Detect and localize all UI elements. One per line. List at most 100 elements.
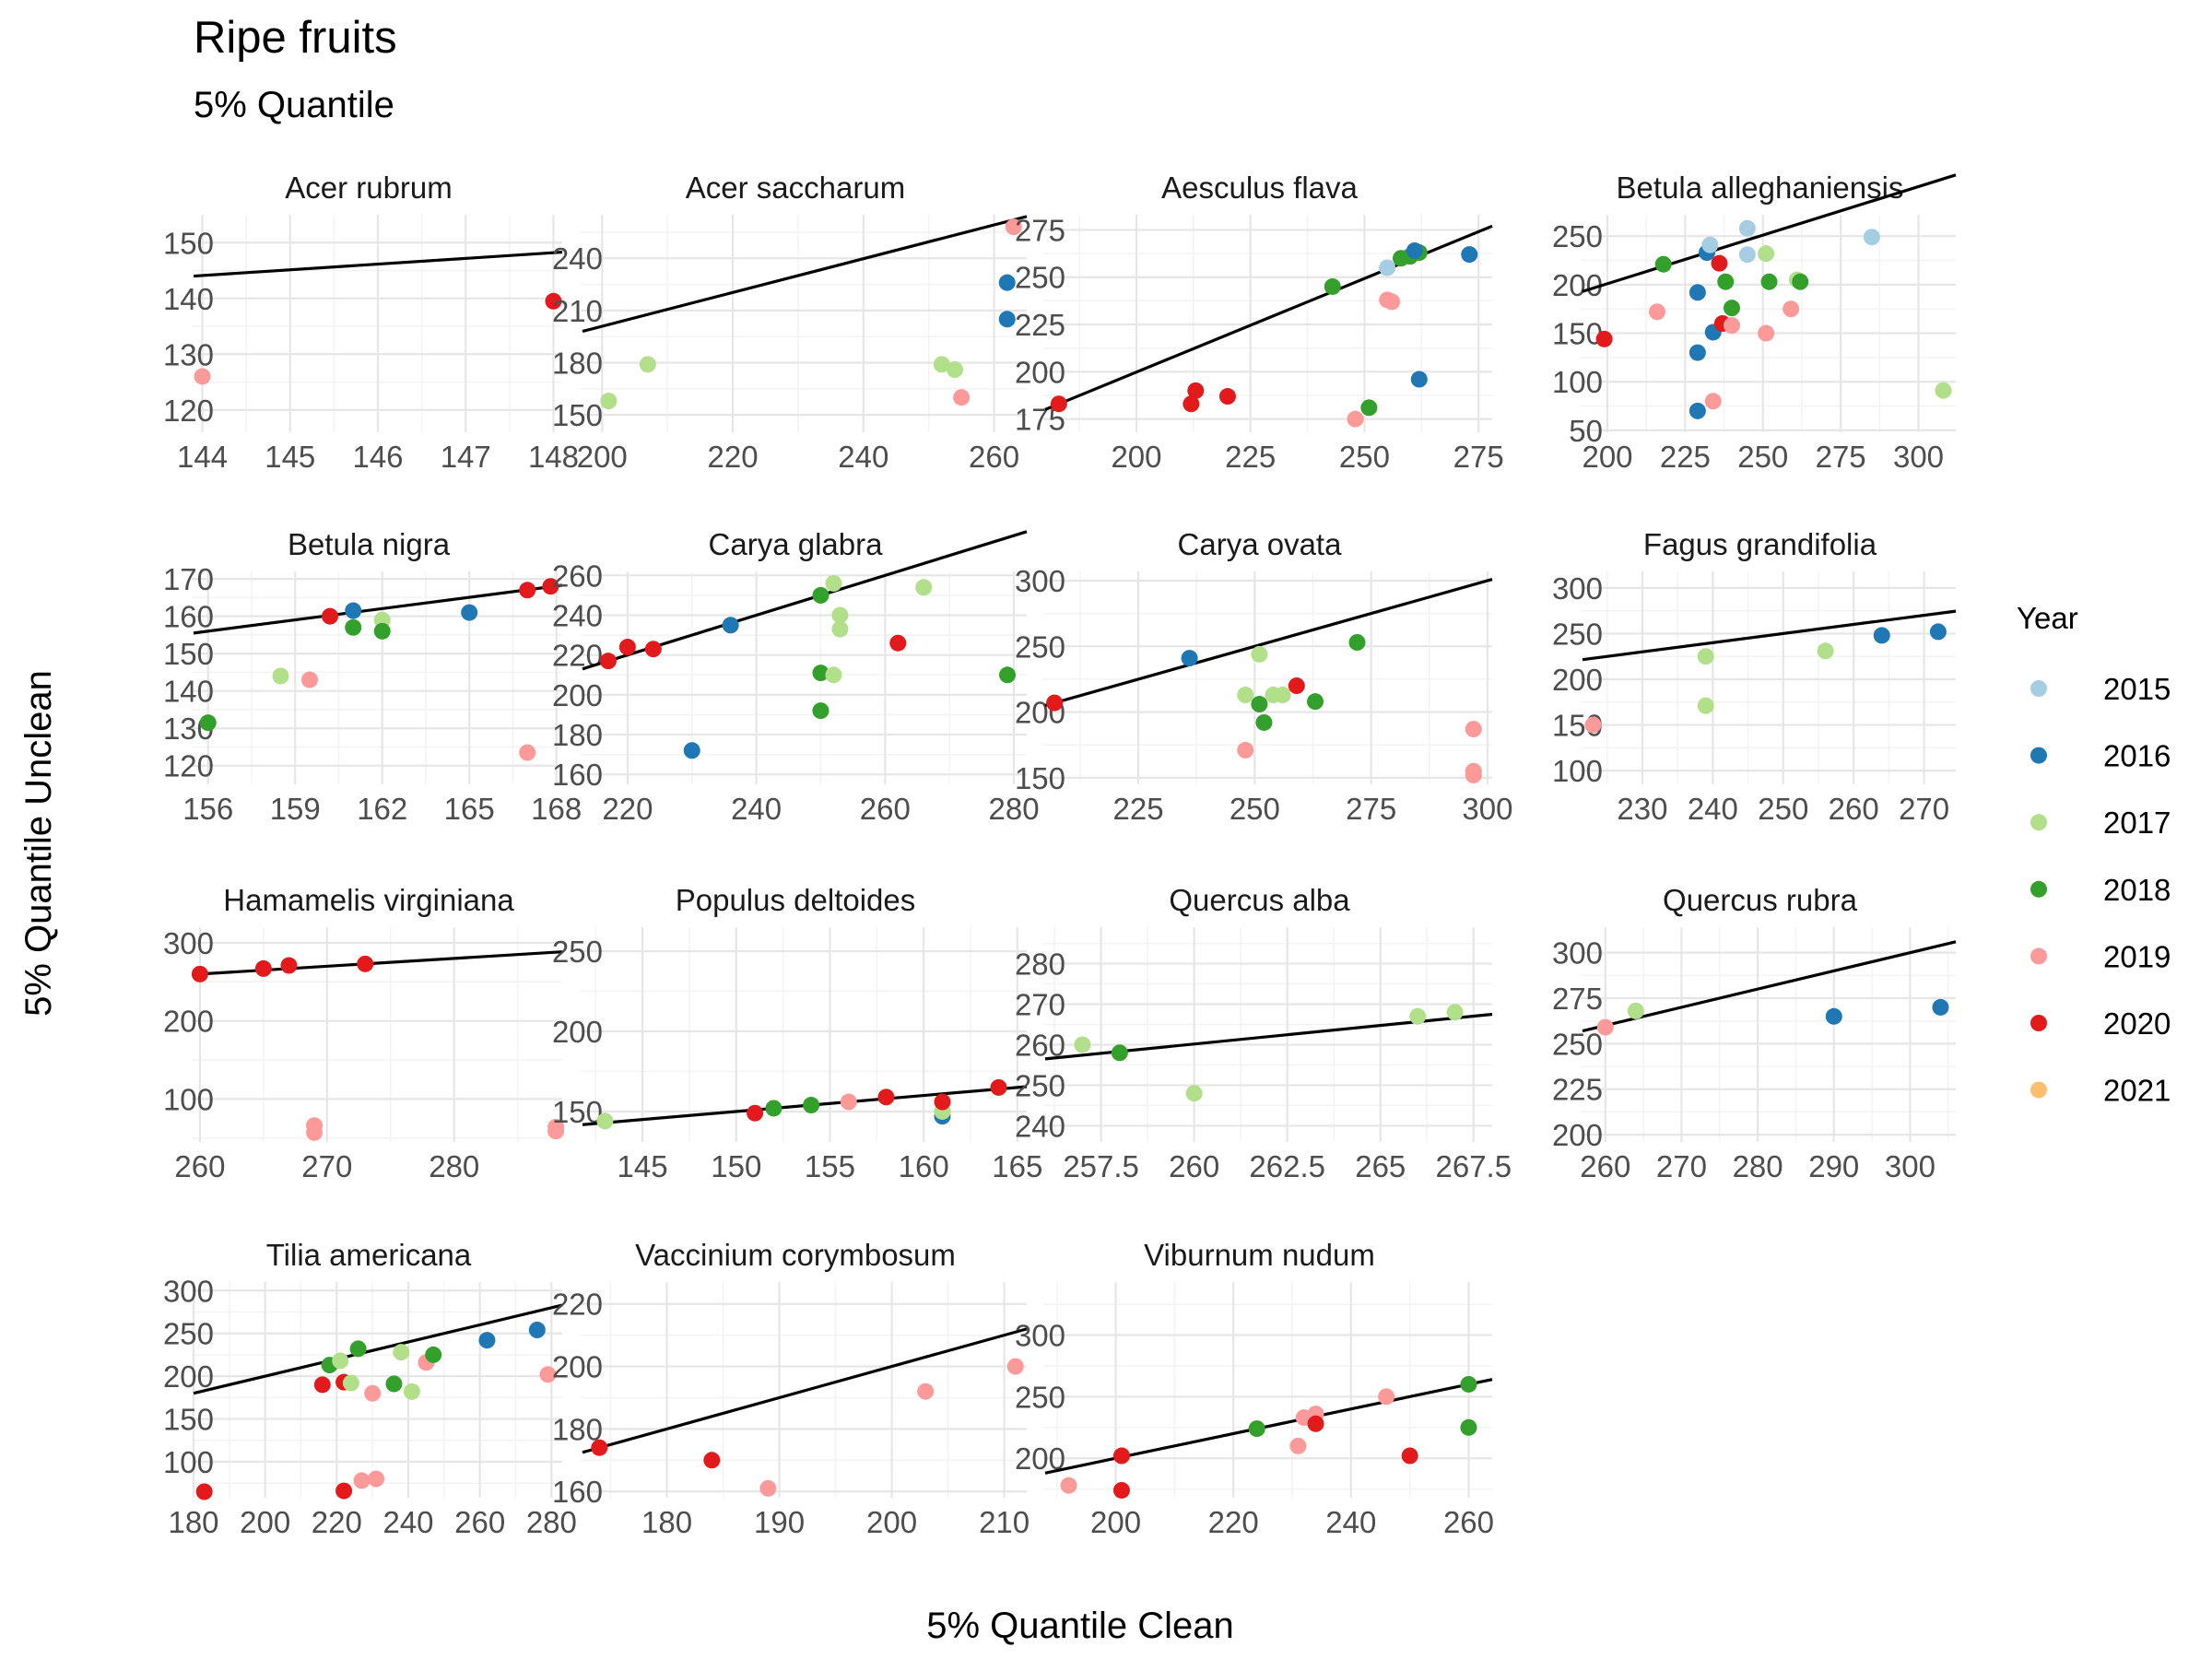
data-point-2020 (990, 1078, 1007, 1096)
data-point-2019 (353, 1472, 371, 1489)
panel-acer-saccharum: Acer saccharum 200 220 240 260 150 180 210 240 (552, 171, 1028, 474)
x-axis-label: 5% Quantile Clean (926, 1606, 1234, 1646)
data-point-2016 (345, 602, 362, 619)
y-tick-label: 250 (552, 935, 603, 969)
data-point-2018 (1460, 1418, 1477, 1436)
data-point-2020 (1112, 1481, 1130, 1499)
data-point-2020 (877, 1088, 895, 1106)
x-tick-label: 168 (531, 792, 582, 826)
panel-title: Fagus grandifolia (1643, 527, 1877, 561)
data-point-2017 (403, 1382, 420, 1400)
data-point-2019 (759, 1479, 777, 1497)
y-tick-label: 50 (1569, 414, 1603, 448)
y-tick-label: 250 (1552, 617, 1603, 651)
panel-quercus-alba: Quercus alba 257.5 260 262.5 265 267.5 240 250 2… (1015, 883, 1512, 1183)
y-tick-label: 100 (163, 1445, 214, 1479)
y-tick-label: 250 (1015, 1380, 1065, 1414)
x-tick-label: 260 (174, 1149, 225, 1183)
y-tick-label: 220 (552, 1288, 603, 1322)
data-point-2017 (1935, 382, 1952, 399)
data-point-2017 (272, 667, 289, 685)
legend-key-2017 (2030, 814, 2047, 831)
data-point-2019 (364, 1384, 382, 1402)
data-point-2019 (1649, 303, 1665, 321)
data-point-2020 (1711, 254, 1728, 272)
y-tick-label: 160 (163, 600, 214, 634)
data-point-2020 (195, 1483, 213, 1500)
y-axis-label: 5% Quantile Unclean (18, 670, 59, 1017)
data-point-2019 (917, 1382, 935, 1400)
y-tick-label: 140 (163, 675, 214, 709)
x-tick-label: 180 (641, 1505, 692, 1539)
data-point-2017 (1274, 687, 1291, 704)
data-point-2019 (300, 671, 318, 688)
data-point-2020 (618, 639, 636, 656)
x-tick-label: 200 (866, 1505, 917, 1539)
x-tick-label: 200 (1582, 440, 1632, 474)
data-point-2019 (1289, 1437, 1307, 1454)
y-tick-label: 225 (1552, 1073, 1603, 1107)
data-point-2020 (545, 292, 562, 310)
data-point-2018 (1654, 255, 1672, 273)
panel-carya-glabra: Carya glabra 220 240 260 280 160 180 200 220 240 2… (552, 527, 1040, 826)
x-tick-label: 200 (240, 1505, 290, 1539)
x-tick-label: 262.5 (1249, 1149, 1325, 1183)
data-point-2020 (1307, 1415, 1324, 1432)
x-tick-label: 280 (988, 792, 1039, 826)
data-point-2017 (393, 1344, 410, 1361)
legend-key-2020 (2030, 1015, 2047, 1031)
x-tick-label: 148 (528, 440, 579, 474)
data-point-2017 (831, 606, 849, 624)
data-point-2017 (1697, 697, 1714, 714)
data-point-2020 (1288, 677, 1305, 695)
data-point-2020 (1595, 330, 1613, 347)
data-point-2019 (1383, 293, 1401, 311)
y-tick-label: 200 (163, 1005, 214, 1039)
data-point-2019 (1060, 1477, 1077, 1494)
x-tick-label: 250 (1737, 440, 1788, 474)
data-point-2017 (332, 1352, 349, 1370)
legend-label: 2018 (2103, 873, 2171, 907)
x-tick-label: 210 (979, 1505, 1030, 1539)
legend-key-2016 (2030, 747, 2047, 764)
data-point-2018 (1324, 277, 1341, 295)
panel-hamamelis-virginiana: Hamamelis virginiana 260 270 280 100 200 300 (163, 883, 565, 1183)
x-tick-label: 280 (429, 1149, 479, 1183)
x-tick-label: 250 (1230, 792, 1280, 826)
data-point-2018 (349, 1340, 367, 1358)
x-tick-label: 260 (860, 792, 911, 826)
y-tick-label: 250 (163, 1317, 214, 1351)
x-tick-label: 275 (1453, 440, 1504, 474)
x-tick-label: 260 (969, 440, 1019, 474)
panel-tilia-americana: Tilia americana 180 200 220 240 260 280 100 150 2… (163, 1238, 577, 1539)
data-point-2020 (1046, 694, 1064, 712)
data-point-2020 (644, 641, 662, 658)
y-tick-label: 180 (552, 346, 603, 380)
data-point-2020 (335, 1482, 353, 1500)
x-tick-label: 275 (1346, 792, 1396, 826)
data-point-2017 (596, 1112, 614, 1130)
y-tick-label: 180 (552, 718, 603, 752)
data-point-2016 (1406, 241, 1423, 259)
y-tick-label: 210 (552, 294, 603, 328)
fit-line (1044, 578, 1493, 707)
x-tick-label: 220 (707, 440, 758, 474)
panel-title: Vaccinium corymbosum (635, 1238, 956, 1272)
y-tick-label: 300 (163, 926, 214, 960)
data-point-2016 (478, 1332, 496, 1349)
x-tick-label: 257.5 (1063, 1149, 1139, 1183)
fit-line (1582, 940, 1957, 1033)
data-point-2020 (313, 1376, 331, 1394)
fit-line (193, 583, 563, 635)
y-tick-label: 200 (1015, 355, 1065, 389)
panel-vaccinium-corymbosum: Vaccinium corymbosum 180 190 200 210 160 180 20… (552, 1238, 1030, 1539)
data-point-2018 (373, 622, 391, 640)
y-tick-label: 200 (1552, 663, 1603, 697)
